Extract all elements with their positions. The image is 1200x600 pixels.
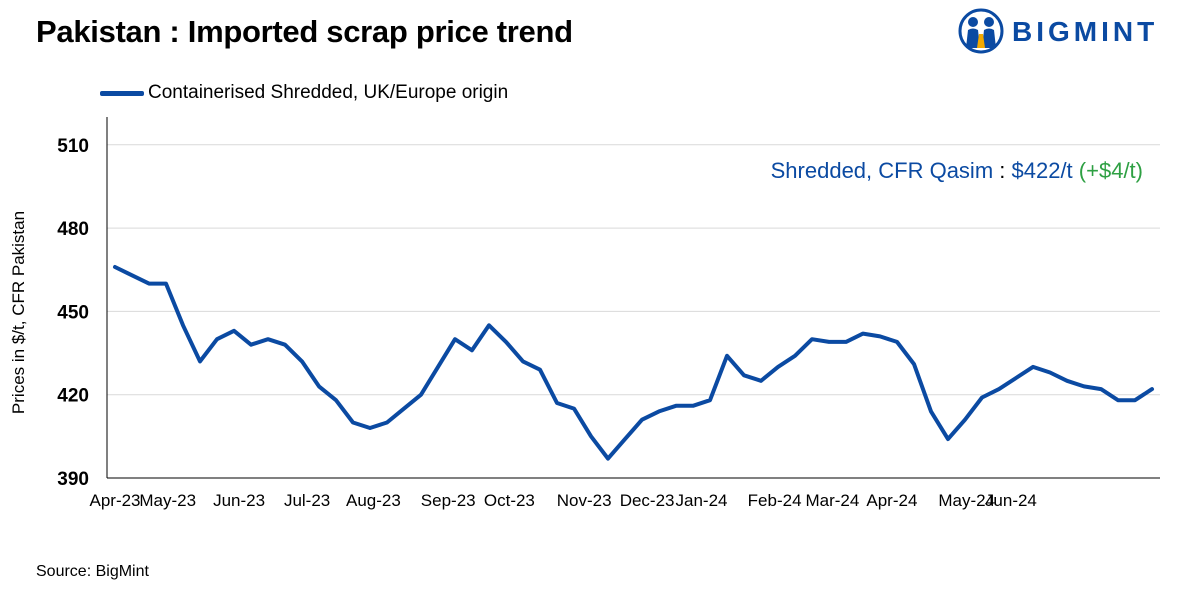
- y-tick-label: 480: [57, 219, 89, 240]
- source-note: Source: BigMint: [36, 563, 149, 580]
- x-tick-label: Jan-24: [676, 491, 728, 510]
- x-tick-label: May-23: [139, 491, 196, 510]
- x-tick-label: Feb-24: [748, 491, 802, 510]
- logo-text: BIGMINT: [1012, 16, 1159, 47]
- x-tick-label: Jul-23: [284, 491, 330, 510]
- y-tick-label: 450: [57, 302, 89, 323]
- bigmint-logo: BIGMINT: [958, 8, 1183, 56]
- x-tick-label: Oct-23: [484, 491, 535, 510]
- x-tick-label: Aug-23: [346, 491, 401, 510]
- x-tick-label: Apr-24: [866, 491, 917, 510]
- annotation-change: (+$4/t): [1079, 158, 1143, 183]
- x-tick-label: Mar-24: [805, 491, 859, 510]
- x-tick-label: Apr-23: [89, 491, 140, 510]
- annotation-price: $422/t: [1012, 158, 1073, 183]
- x-tick-label: May-24: [938, 491, 995, 510]
- x-tick-label: Jun-24: [985, 491, 1037, 510]
- annotation-label: Shredded, CFR Qasim: [771, 158, 994, 183]
- y-axis-label: Prices in $/t, CFR Pakistan: [9, 211, 28, 414]
- legend-swatch: [100, 90, 144, 96]
- legend-label: Containerised Shredded, UK/Europe origin: [148, 82, 509, 103]
- y-tick-label: 420: [57, 386, 89, 407]
- legend: Containerised Shredded, UK/Europe origin: [100, 82, 508, 104]
- bigmint-people-icon: [958, 8, 1004, 54]
- x-tick-label: Sep-23: [421, 491, 476, 510]
- x-tick-label: Jun-23: [213, 491, 265, 510]
- y-tick-label: 390: [57, 469, 89, 490]
- y-tick-label: 510: [57, 136, 89, 157]
- series-line: [113, 265, 1154, 461]
- price-annotation: Shredded, CFR Qasim : $422/t (+$4/t): [771, 158, 1143, 183]
- chart-title: Pakistan : Imported scrap price trend: [36, 14, 573, 49]
- x-tick-label: Dec-23: [620, 491, 675, 510]
- annotation-separator: :: [993, 158, 1011, 183]
- x-tick-label: Nov-23: [557, 491, 612, 510]
